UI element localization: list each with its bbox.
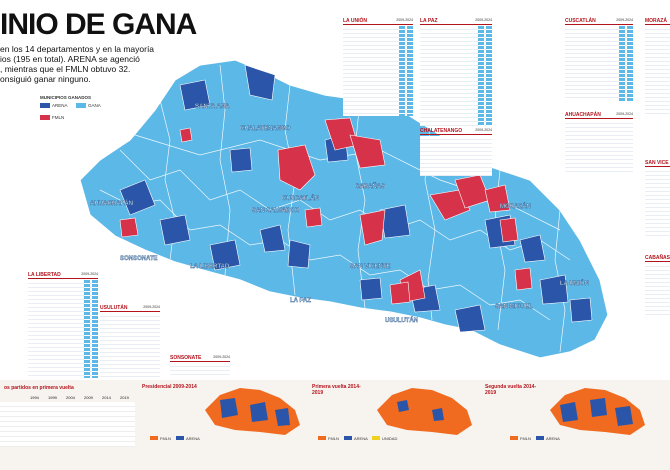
- panel-title: CUSCATLÁN: [565, 18, 633, 25]
- panel-years: 2009-2024: [616, 18, 633, 22]
- dept-label: AHUACHAPÁN: [90, 200, 133, 207]
- legend-title: MUNICIPIOS GANADOS: [40, 95, 92, 100]
- panel-rows: [28, 280, 98, 378]
- legend-label: GANA: [88, 103, 101, 108]
- legend-swatch-fmln: [40, 115, 50, 120]
- table-year: 2004: [66, 395, 75, 400]
- dept-label: LA UNIÓN: [560, 279, 589, 287]
- dept-label: MORAZÁN: [500, 203, 531, 210]
- section-title: Presidencial 2009-2014: [142, 384, 197, 390]
- dept-label: CUSCATLÁN: [282, 195, 319, 202]
- panel-rows: [565, 120, 633, 175]
- country-shape: [79, 59, 609, 359]
- mini-legend-label: ARENA: [354, 436, 368, 441]
- panel-cabanas: CABAÑAS: [645, 255, 670, 318]
- panel-rows: [343, 26, 413, 116]
- el-salvador-map: SANTA ANA CHALATENANGO AHUACHAPÁN SONSON…: [79, 59, 609, 359]
- dept-label: CHALATENANGO: [240, 126, 291, 132]
- panel-rows: [420, 26, 492, 126]
- mini-legend-swatch: [536, 436, 544, 440]
- panel-cuscatlan: CUSCATLÁN 2009-2024: [565, 18, 633, 101]
- page-title: INIO DE GANA: [0, 8, 197, 41]
- panel-rows: [565, 26, 633, 101]
- mini-legend-swatch: [318, 436, 326, 440]
- panel-rows: [420, 136, 492, 176]
- mini-legend-swatch: [176, 436, 184, 440]
- panel-years: 2009-2024: [475, 18, 492, 22]
- mini-legend-label: FMLN: [520, 436, 531, 441]
- table-year: 2014: [102, 395, 111, 400]
- mini-legend-label: FMLN: [328, 436, 339, 441]
- panel-la-libertad: LA LIBERTAD 2009-2024: [28, 272, 98, 378]
- dept-label: SANTA ANA: [195, 104, 230, 110]
- intro-line: en los 14 departamentos y en la mayoría: [0, 44, 155, 54]
- legend-label: FMLN: [52, 115, 65, 120]
- dept-label: LA LIBERTAD: [190, 264, 230, 270]
- mini-legend-label: FMLN: [160, 436, 171, 441]
- table-year: 2019: [120, 395, 129, 400]
- panel-title: AHUACHAPÁN: [565, 112, 633, 119]
- legend-swatch-arena: [40, 103, 50, 108]
- panel-la-union: LA UNIÓN 2009-2024: [343, 18, 413, 116]
- intro-text: en los 14 departamentos y en la mayoría …: [0, 44, 160, 84]
- mini-legend-swatch: [150, 436, 158, 440]
- dept-label: SAN VICENTE: [350, 264, 390, 270]
- mini-map-2009: [205, 388, 300, 435]
- legend-swatch-gana: [76, 103, 86, 108]
- legend-label: ARENA: [52, 103, 68, 108]
- intro-line: , mientras que el FMLN obtuvo 32.: [0, 64, 131, 74]
- mini-legend-swatch: [510, 436, 518, 440]
- panel-rows: [645, 26, 670, 116]
- intro-line: onsiguió ganar ninguno.: [0, 74, 91, 84]
- mini-map-2014-second: [550, 388, 645, 435]
- table-year: 1994: [30, 395, 39, 400]
- intro-line: ios (195 en total). ARENA se agenció: [0, 54, 140, 64]
- panel-title: LA PAZ: [420, 18, 492, 25]
- panel-rows: [645, 263, 670, 318]
- dept-label: LA PAZ: [290, 298, 311, 304]
- table-year: 2009: [84, 395, 93, 400]
- panel-title: USULUTÁN: [100, 305, 160, 312]
- panel-morazan: MORAZÁ: [645, 18, 670, 116]
- table-rows: [0, 402, 135, 447]
- table-year: 1999: [48, 395, 57, 400]
- mini-legend-swatch: [372, 436, 380, 440]
- mini-legend-label: ARENA: [186, 436, 200, 441]
- panel-years: 2009-2024: [475, 128, 492, 132]
- panel-years: 2009-2024: [396, 18, 413, 22]
- dept-label: SAN MIGUEL: [495, 304, 533, 310]
- mini-map-2014-first: [377, 388, 472, 435]
- panel-title: CHALATENANGO: [420, 128, 492, 135]
- dept-label: SAN SALVADOR: [252, 208, 300, 214]
- panel-years: 2009-2024: [616, 112, 633, 116]
- panel-title: SONSONATE: [170, 355, 230, 362]
- panel-title: MORAZÁ: [645, 18, 670, 25]
- mini-legend-label: ARENA: [546, 436, 560, 441]
- dept-label: CABAÑAS: [355, 183, 385, 190]
- panel-rows: [645, 168, 670, 238]
- panel-chalatenango: CHALATENANGO 2009-2024: [420, 128, 492, 176]
- mini-legend-label: UNIDAD: [382, 436, 398, 441]
- panel-la-paz: LA PAZ 2009-2024: [420, 18, 492, 126]
- panel-sonsonate: SONSONATE 2009-2024: [170, 355, 230, 378]
- panel-rows: [100, 313, 160, 378]
- dept-label: SONSONATE: [120, 256, 158, 262]
- panel-years: 2009-2024: [213, 355, 230, 359]
- panel-years: 2009-2024: [81, 272, 98, 276]
- dept-label: USULUTÁN: [385, 317, 418, 324]
- panel-san-vicente: SAN VICE: [645, 160, 670, 238]
- mini-legend-swatch: [344, 436, 352, 440]
- panel-title: SAN VICE: [645, 160, 670, 167]
- panel-ahuachapan: AHUACHAPÁN 2009-2024: [565, 112, 633, 175]
- panel-title: LA LIBERTAD: [28, 272, 98, 279]
- map-legend: MUNICIPIOS GANADOS ARENA GANA FMLN: [40, 95, 155, 133]
- table-title: os partidos en primera vuelta: [4, 385, 74, 391]
- panel-title: LA UNIÓN: [343, 18, 413, 25]
- panel-rows: [170, 363, 230, 378]
- panel-title: CABAÑAS: [645, 255, 670, 262]
- section-title: Segunda vuelta 2014-2019: [485, 384, 537, 396]
- panel-years: 2009-2024: [143, 305, 160, 309]
- section-title: Primera vuelta 2014-2019: [312, 384, 361, 396]
- panel-usulutan: USULUTÁN 2009-2024: [100, 305, 160, 378]
